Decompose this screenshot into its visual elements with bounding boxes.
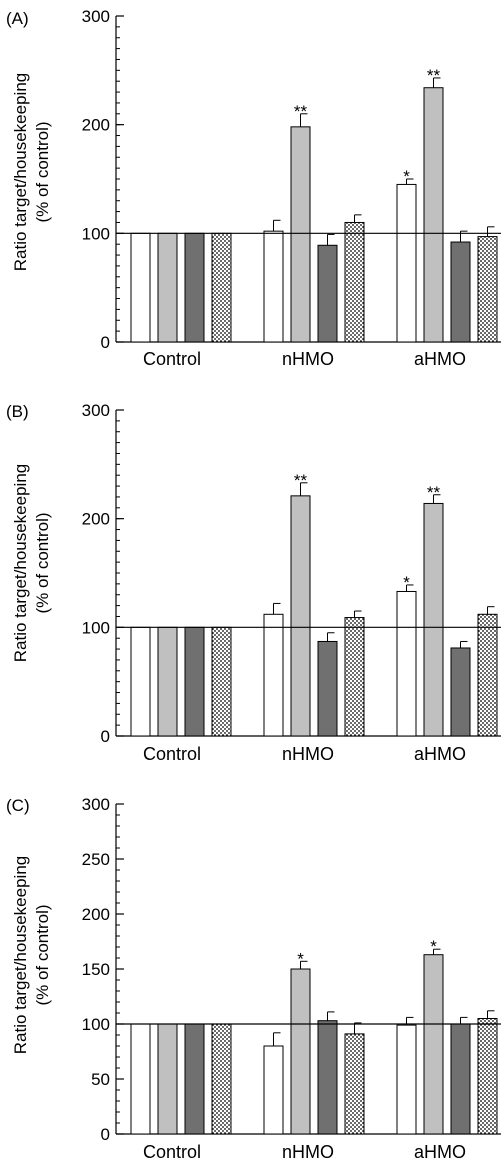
- significance-marker: *: [403, 573, 410, 592]
- significance-marker: *: [297, 949, 304, 968]
- x-tick-label: Control: [143, 1142, 201, 1162]
- y-tick-label: 100: [82, 1015, 110, 1034]
- bar: [450, 1023, 471, 1135]
- y-tick-label: 0: [101, 1125, 110, 1144]
- bar: [130, 626, 151, 737]
- x-tick-label: aHMO: [414, 1142, 466, 1162]
- bar: [450, 647, 471, 737]
- y-tick-label: 0: [101, 727, 110, 746]
- panel-a: (A) Ratio target/housekeeping (% of cont…: [6, 7, 501, 369]
- bar: [477, 236, 498, 343]
- y-tick-label: 200: [82, 905, 110, 924]
- x-tick-label: nHMO: [282, 1142, 334, 1162]
- bar: [157, 232, 178, 343]
- bar: [263, 613, 284, 737]
- bar: [423, 502, 444, 737]
- bar: [423, 954, 444, 1135]
- significance-marker: *: [430, 937, 437, 956]
- bar: [184, 626, 205, 737]
- bar: [211, 626, 232, 737]
- y-tick-label: 100: [82, 618, 110, 637]
- y-axis-label-line1: Ratio target/housekeeping: [11, 856, 30, 1054]
- panel-b: (B) Ratio target/housekeeping (% of cont…: [6, 401, 501, 764]
- y-tick-label: 50: [91, 1070, 110, 1089]
- bar: [477, 1018, 498, 1135]
- significance-marker: **: [427, 483, 441, 502]
- bar: [396, 590, 417, 737]
- bar: [317, 244, 338, 343]
- bar: [290, 126, 311, 343]
- bar: [211, 1023, 232, 1135]
- bar: [184, 1023, 205, 1135]
- x-tick-label: nHMO: [282, 744, 334, 764]
- x-tick-label: aHMO: [414, 744, 466, 764]
- bar: [344, 1033, 365, 1135]
- bar: [184, 232, 205, 343]
- x-tick-label: aHMO: [414, 349, 466, 369]
- bar: [450, 241, 471, 343]
- bar: [290, 968, 311, 1135]
- y-axis-label-line2: (% of control): [33, 512, 52, 613]
- panel-label: (A): [6, 9, 29, 28]
- y-tick-label: 200: [82, 116, 110, 135]
- bar: [344, 221, 365, 343]
- y-axis-label-line2: (% of control): [33, 121, 52, 222]
- bar: [130, 232, 151, 343]
- bar: [130, 1023, 151, 1135]
- bar: [290, 495, 311, 737]
- bar: [157, 626, 178, 737]
- y-tick-label: 300: [82, 795, 110, 814]
- bar: [344, 617, 365, 737]
- panel-label: (C): [6, 796, 30, 815]
- bar: [263, 1045, 284, 1135]
- panel-c: (C) Ratio target/housekeeping (% of cont…: [6, 795, 501, 1162]
- y-axis-label-line1: Ratio target/housekeeping: [11, 73, 30, 271]
- bar: [263, 230, 284, 343]
- bar: [396, 1024, 417, 1135]
- bar: [317, 640, 338, 737]
- y-axis-label-line1: Ratio target/housekeeping: [11, 464, 30, 662]
- x-tick-label: Control: [143, 349, 201, 369]
- bar: [157, 1023, 178, 1135]
- x-tick-label: nHMO: [282, 349, 334, 369]
- y-tick-label: 200: [82, 510, 110, 529]
- y-tick-label: 300: [82, 7, 110, 26]
- bar: [211, 232, 232, 343]
- y-tick-label: 100: [82, 224, 110, 243]
- panel-label: (B): [6, 402, 29, 421]
- y-tick-label: 300: [82, 401, 110, 420]
- significance-marker: **: [294, 471, 308, 490]
- x-tick-label: Control: [143, 744, 201, 764]
- significance-marker: *: [403, 167, 410, 186]
- significance-marker: **: [294, 102, 308, 121]
- bar: [317, 1020, 338, 1135]
- y-axis-label-line2: (% of control): [33, 904, 52, 1005]
- bar: [477, 613, 498, 737]
- y-tick-label: 150: [82, 960, 110, 979]
- y-tick-label: 0: [101, 333, 110, 352]
- significance-marker: **: [427, 66, 441, 85]
- y-tick-label: 250: [82, 850, 110, 869]
- bar: [423, 87, 444, 343]
- bar: [396, 183, 417, 343]
